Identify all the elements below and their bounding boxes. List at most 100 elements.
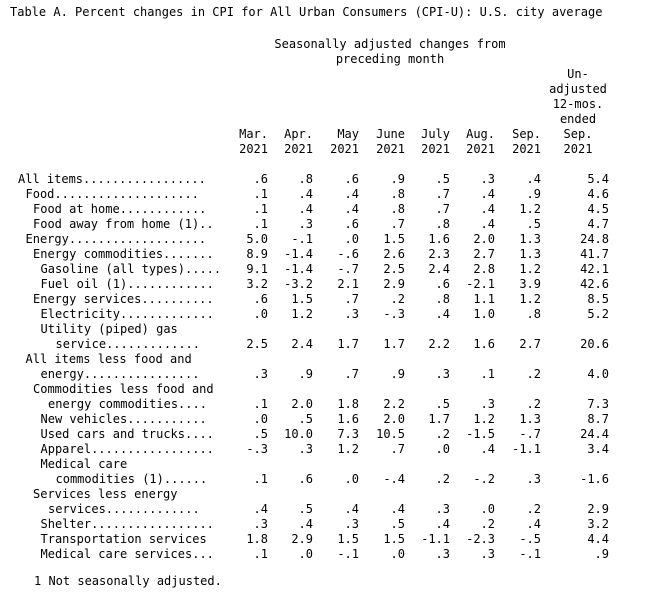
row-value: 7.3 [337, 427, 359, 441]
row-value: .5 [298, 412, 313, 426]
table-row: All items less food and [0, 352, 647, 367]
table-row: energy commodities.... .1 2.0 1.8 2.2 .5 .3 .2 7… [0, 397, 647, 412]
row-label: Energy commodities....... [33, 247, 214, 261]
row-value: 1.2 [337, 442, 359, 456]
row-value: .9 [390, 367, 405, 381]
row-value: .1 [253, 187, 268, 201]
table-row: energy................ .3 .9 .7 .9 .3 .1 .2 4.0 [0, 367, 647, 382]
row-label: service............. [55, 337, 201, 351]
row-value: .4 [480, 187, 495, 201]
row-value: .7 [344, 292, 359, 306]
row-value: 8.7 [587, 412, 609, 426]
row-value: 4.6 [587, 187, 609, 201]
row-value: 10.0 [284, 427, 313, 441]
row-value: -.4 [383, 472, 405, 486]
column-header-line: Aug. [466, 127, 495, 141]
row-value: -1.4 [284, 262, 313, 276]
table-row: services............. .4 .5 .4 .4 .3 .0 .2 2.9 [0, 502, 647, 517]
row-value: .3 [344, 307, 359, 321]
row-value: .3 [526, 472, 541, 486]
row-value: .8 [435, 217, 450, 231]
row-value: 2.6 [383, 247, 405, 261]
group-header-line: preceding month [335, 52, 445, 66]
row-label: New vehicles........... [40, 412, 207, 426]
column-header: Apr. 2021 [253, 127, 313, 157]
row-value: 2.7 [473, 247, 495, 261]
row-value: .4 [390, 502, 405, 516]
row-value: .9 [594, 547, 609, 561]
column-header-line: Sep. [563, 127, 593, 141]
row-value: 42.1 [580, 262, 609, 276]
row-value: 2.8 [473, 262, 495, 276]
row-value: 3.4 [587, 442, 609, 456]
row-label: energy................ [40, 367, 200, 381]
row-label: Transportation services [40, 532, 207, 546]
row-value: .1 [253, 202, 268, 216]
row-value: .0 [253, 307, 268, 321]
row-value: 1.3 [519, 232, 541, 246]
row-value: .1 [253, 397, 268, 411]
row-value: .4 [435, 517, 450, 531]
row-value: 2.0 [383, 412, 405, 426]
column-header-line: 2021 [421, 142, 450, 156]
row-value: .4 [298, 187, 313, 201]
row-label: Medical care services... [40, 547, 214, 561]
row-value: 2.9 [383, 277, 405, 291]
row-value: 2.5 [383, 262, 405, 276]
column-header: July 2021 [390, 127, 450, 157]
row-value: -2.1 [466, 277, 495, 291]
row-value: 1.2 [519, 292, 541, 306]
row-value: .3 [480, 397, 495, 411]
row-value: .5 [253, 427, 268, 441]
table-row: service............. 2.5 2.4 1.7 1.7 2.2 1.6 2.… [0, 337, 647, 352]
row-label: Shelter................. [40, 517, 214, 531]
table-row: All items................. .6 .8 .6 .9 .5 .3 .4… [0, 172, 647, 187]
table-row: Medical care [0, 457, 647, 472]
table-row: Utility (piped) gas [0, 322, 647, 337]
row-value: .6 [435, 277, 450, 291]
row-label: Food.................... [25, 187, 199, 201]
row-value: .5 [390, 517, 405, 531]
column-header: Un-adjusted 12-mos. ended Sep. 2021 [543, 67, 613, 157]
row-value: 1.2 [519, 262, 541, 276]
row-value: 1.5 [337, 532, 359, 546]
row-value: -1.5 [466, 427, 495, 441]
row-value: 2.2 [383, 397, 405, 411]
row-value: .4 [526, 172, 541, 186]
row-value: .7 [344, 367, 359, 381]
row-value: 41.7 [580, 247, 609, 261]
row-value: .1 [253, 547, 268, 561]
table-row: Transportation services 1.8 2.9 1.5 1.5 -1.1 -… [0, 532, 647, 547]
row-value: .3 [480, 172, 495, 186]
column-header-line: 2021 [330, 142, 359, 156]
row-value: .9 [526, 187, 541, 201]
row-value: 5.2 [587, 307, 609, 321]
table-body: All items................. .6.8.6.9.5.3.4… [0, 172, 647, 562]
table-row: Commodities less food and [0, 382, 647, 397]
row-value: .8 [390, 202, 405, 216]
row-value: .5 [435, 397, 450, 411]
row-value: 4.5 [587, 202, 609, 216]
row-value: .4 [480, 217, 495, 231]
row-label: Fuel oil (1)............ [40, 277, 214, 291]
row-label: Energy services.......... [33, 292, 214, 306]
row-label: commodities (1)...... [55, 472, 208, 486]
row-value: .2 [526, 397, 541, 411]
row-value: .7 [390, 442, 405, 456]
column-header-line: 12-mos. [552, 97, 604, 111]
row-label: energy commodities.... [48, 397, 207, 411]
table-row: Electricity............. .0 1.2 .3 -.3 .4 1.0.… [0, 307, 647, 322]
row-value: .7 [435, 187, 450, 201]
column-header: May 2021 [299, 127, 359, 157]
row-value: -.3 [246, 442, 268, 456]
row-value: -.1 [291, 232, 313, 246]
row-label: Gasoline (all types)..... [40, 262, 222, 276]
row-value: .3 [435, 547, 450, 561]
row-value: 1.7 [383, 337, 405, 351]
row-value: 1.3 [519, 247, 541, 261]
row-value: .2 [390, 292, 405, 306]
row-value: .1 [480, 367, 495, 381]
row-value: 2.0 [473, 232, 495, 246]
row-value: 4.7 [587, 217, 609, 231]
row-value: .6 [344, 217, 359, 231]
